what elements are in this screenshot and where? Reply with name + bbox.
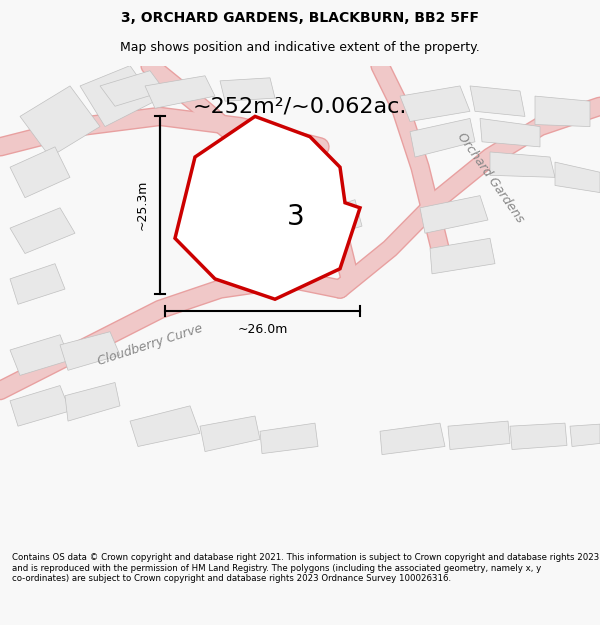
Polygon shape bbox=[400, 86, 470, 121]
Polygon shape bbox=[300, 200, 362, 243]
Polygon shape bbox=[420, 196, 488, 233]
Polygon shape bbox=[480, 119, 540, 147]
Polygon shape bbox=[145, 76, 215, 108]
Text: 3, ORCHARD GARDENS, BLACKBURN, BB2 5FF: 3, ORCHARD GARDENS, BLACKBURN, BB2 5FF bbox=[121, 11, 479, 26]
Polygon shape bbox=[230, 228, 300, 274]
Polygon shape bbox=[80, 66, 155, 126]
Polygon shape bbox=[555, 162, 600, 192]
Text: ~252m²/~0.062ac.: ~252m²/~0.062ac. bbox=[193, 96, 407, 116]
Polygon shape bbox=[65, 382, 120, 421]
Polygon shape bbox=[490, 152, 555, 178]
Polygon shape bbox=[10, 208, 75, 254]
Polygon shape bbox=[570, 424, 600, 446]
Polygon shape bbox=[10, 264, 65, 304]
Text: 3: 3 bbox=[287, 204, 305, 231]
Polygon shape bbox=[10, 386, 70, 426]
Polygon shape bbox=[60, 332, 120, 370]
Polygon shape bbox=[510, 423, 567, 449]
Polygon shape bbox=[470, 86, 525, 116]
Polygon shape bbox=[130, 406, 200, 446]
Polygon shape bbox=[448, 421, 510, 449]
Text: Orchard Gardens: Orchard Gardens bbox=[454, 130, 526, 225]
Polygon shape bbox=[100, 71, 165, 106]
Polygon shape bbox=[20, 86, 100, 157]
Polygon shape bbox=[175, 116, 360, 299]
Polygon shape bbox=[10, 147, 70, 198]
Polygon shape bbox=[410, 119, 475, 157]
Text: Cloudberry Curve: Cloudberry Curve bbox=[96, 322, 204, 368]
Polygon shape bbox=[260, 423, 318, 454]
Polygon shape bbox=[10, 335, 70, 376]
Text: ~26.0m: ~26.0m bbox=[238, 323, 287, 336]
Text: Contains OS data © Crown copyright and database right 2021. This information is : Contains OS data © Crown copyright and d… bbox=[12, 553, 599, 583]
Text: ~25.3m: ~25.3m bbox=[136, 180, 149, 231]
Polygon shape bbox=[200, 416, 260, 451]
Polygon shape bbox=[430, 238, 495, 274]
Polygon shape bbox=[380, 423, 445, 454]
Polygon shape bbox=[220, 78, 275, 101]
Polygon shape bbox=[535, 96, 590, 126]
Text: Map shows position and indicative extent of the property.: Map shows position and indicative extent… bbox=[120, 41, 480, 54]
